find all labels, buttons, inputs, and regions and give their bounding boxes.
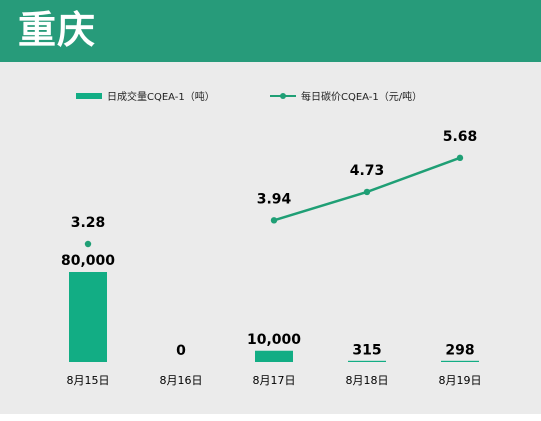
x-tick-label-3: 8月18日 xyxy=(346,374,389,387)
bar-label-0: 80,000 xyxy=(61,253,115,269)
x-tick-label-2: 8月17日 xyxy=(253,374,296,387)
bottom-strip xyxy=(0,414,541,421)
legend-item-volume: 日成交量CQEA-1（吨） xyxy=(76,88,215,103)
bar-label-2: 10,000 xyxy=(247,332,301,348)
x-tick-label-1: 8月16日 xyxy=(160,374,203,387)
price-marker-3 xyxy=(363,188,371,196)
legend: 日成交量CQEA-1（吨） 每日碳价CQEA-1（元/吨） xyxy=(0,88,541,106)
bar-0 xyxy=(69,272,107,362)
header-bar: 重庆 xyxy=(0,0,541,62)
price-label-0: 3.28 xyxy=(71,215,106,231)
bar-label-3: 315 xyxy=(352,343,381,359)
legend-item-price: 每日碳价CQEA-1（元/吨） xyxy=(270,88,422,103)
legend-bar-swatch xyxy=(76,92,102,99)
price-marker-4 xyxy=(456,154,464,162)
legend-line-swatch xyxy=(270,91,296,101)
bar-label-4: 298 xyxy=(445,343,474,359)
price-label-4: 5.68 xyxy=(443,129,478,145)
bar-3 xyxy=(348,360,386,362)
price-label-2: 3.94 xyxy=(257,191,292,207)
bar-label-1: 0 xyxy=(176,343,186,359)
bar-4 xyxy=(441,360,479,362)
legend-label-price: 每日碳价CQEA-1（元/吨） xyxy=(301,92,423,103)
price-label-3: 4.73 xyxy=(350,163,385,179)
price-marker-0 xyxy=(84,240,92,248)
bar-2 xyxy=(255,350,293,362)
page-title: 重庆 xyxy=(18,8,97,52)
x-tick-label-0: 8月15日 xyxy=(67,374,110,387)
x-tick-label-4: 8月19日 xyxy=(439,374,482,387)
legend-label-volume: 日成交量CQEA-1（吨） xyxy=(107,92,215,103)
price-marker-2 xyxy=(270,217,278,224)
